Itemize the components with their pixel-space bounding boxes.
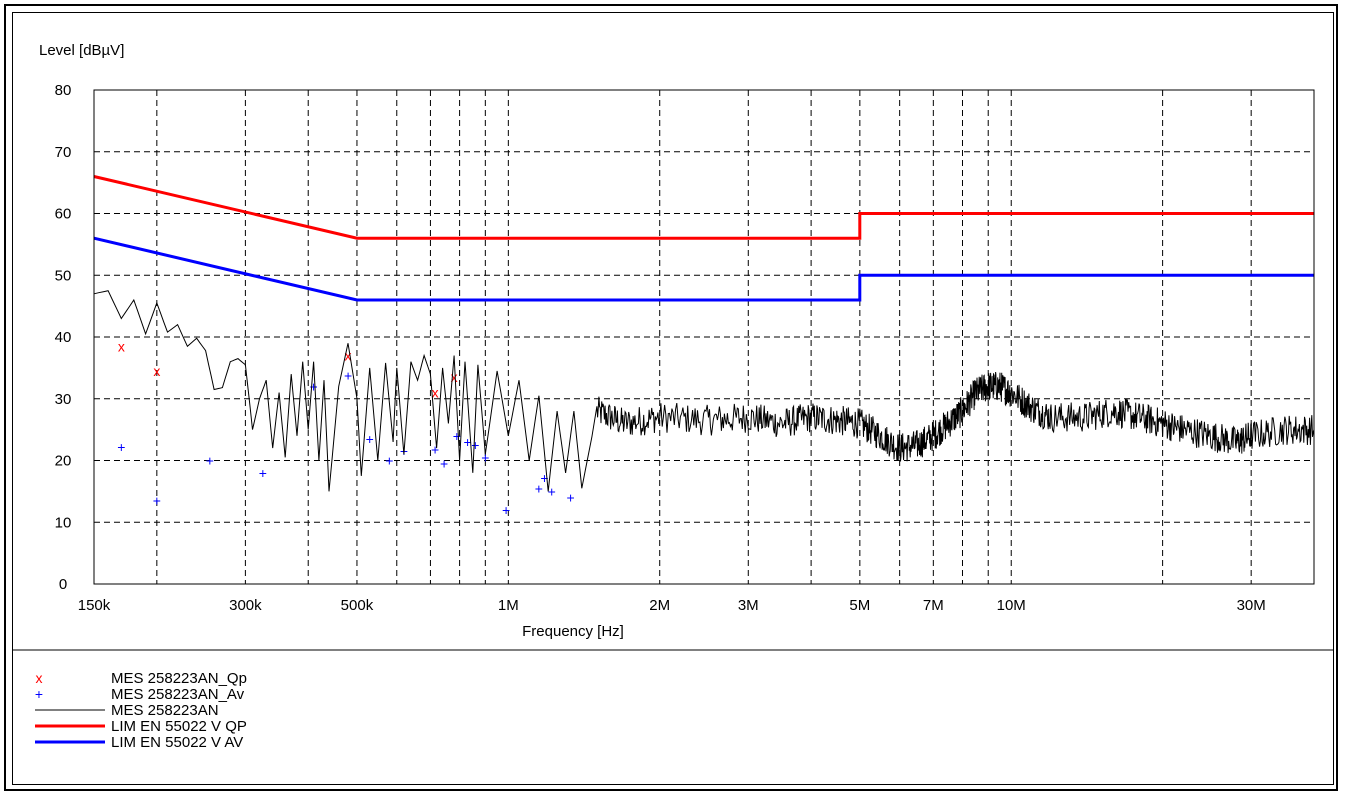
y-tick-label: 60 (55, 206, 72, 223)
av-marker: + (471, 437, 479, 453)
x-tick-labels: 150k 300k 500k 1M 2M 3M 5M 7M 10M 30M (78, 597, 1266, 614)
qp-marker: x (345, 348, 352, 364)
av-marker: + (117, 439, 125, 455)
y-tick-label: 30 (55, 391, 72, 408)
y-tick-label: 80 (55, 82, 72, 99)
x-tick-label: 1M (498, 597, 519, 614)
qp-marker: x (451, 369, 458, 385)
av-marker: + (206, 453, 214, 469)
av-marker: + (431, 441, 439, 457)
y-tick-label: 70 (55, 144, 72, 161)
av-marker: + (344, 367, 352, 383)
grid-lines (94, 90, 1314, 584)
series-trace-258223AN (93, 290, 1315, 492)
plot-border (93, 89, 1315, 585)
av-marker: + (481, 449, 489, 465)
av-marker: + (548, 483, 556, 499)
emission-chart: Level [dBµV] 0 10 20 30 40 50 60 70 80 150k 300k 5… (13, 42, 1333, 751)
y-axis-label: Level [dBµV] (39, 42, 124, 59)
x-tick-label: 300k (229, 597, 262, 614)
qp-marker: x (153, 363, 160, 379)
x-tick-label: 3M (738, 597, 759, 614)
av-marker: + (464, 434, 472, 450)
legend-symbol: + (35, 686, 43, 702)
qp-marker: x (118, 338, 125, 354)
chart-frame: Level [dBµV] 0 10 20 30 40 50 60 70 80 150k 300k 5… (4, 4, 1338, 791)
x-tick-label: 500k (341, 597, 374, 614)
av-marker: + (153, 493, 161, 509)
y-tick-label: 40 (55, 329, 72, 346)
x-axis-label: Frequency [Hz] (522, 623, 624, 640)
av-marker: + (453, 428, 461, 444)
legend-label: MES 258223AN (111, 702, 219, 719)
av-marker: + (385, 453, 393, 469)
x-tick-label: 10M (997, 597, 1026, 614)
legend-symbol: x (36, 670, 43, 686)
av-marker: + (310, 378, 318, 394)
y-tick-label: 0 (59, 576, 67, 593)
av-marker: + (567, 490, 575, 506)
legend-label: LIM EN 55022 V AV (111, 734, 243, 751)
legend-label: MES 258223AN_Av (111, 686, 245, 703)
x-tick-label: 2M (649, 597, 670, 614)
limit-line-av (93, 236, 1314, 302)
y-tick-labels: 0 10 20 30 40 50 60 70 80 (55, 82, 72, 593)
y-tick-label: 50 (55, 267, 72, 284)
x-tick-label: 30M (1237, 597, 1266, 614)
chart-panel: Level [dBµV] 0 10 20 30 40 50 60 70 80 150k 300k 5… (12, 12, 1334, 785)
limit-line-qp (93, 175, 1314, 240)
av-marker: + (535, 480, 543, 496)
av-marker: + (366, 431, 374, 447)
av-marker: + (259, 465, 267, 481)
av-marker: + (440, 456, 448, 472)
legend-label: LIM EN 55022 V QP (111, 718, 247, 735)
x-tick-label: 150k (78, 597, 111, 614)
x-tick-label: 7M (923, 597, 944, 614)
x-tick-label: 5M (849, 597, 870, 614)
qp-marker: x (432, 385, 439, 401)
legend-label: MES 258223AN_Qp (111, 670, 247, 687)
av-marker: + (502, 502, 510, 518)
av-marker: + (540, 470, 548, 486)
y-tick-label: 20 (55, 453, 72, 470)
y-tick-label: 10 (55, 514, 72, 531)
